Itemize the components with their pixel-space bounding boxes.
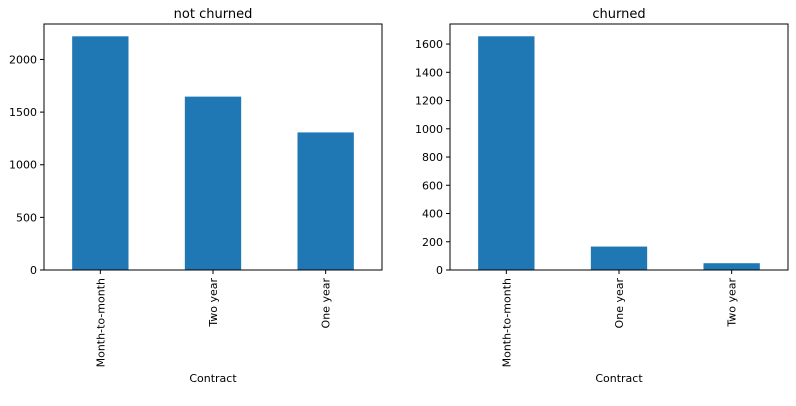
y-tick-label: 1000 [415, 123, 443, 136]
y-tick-label: 800 [422, 151, 443, 164]
x-axis-title: Contract [189, 372, 237, 385]
y-tick-label: 600 [422, 179, 443, 192]
y-tick-label: 1000 [9, 159, 37, 172]
y-tick-label: 1500 [9, 106, 37, 119]
y-tick-label: 200 [422, 236, 443, 249]
x-axis-title: Contract [595, 372, 643, 385]
x-tick-label: Two year [726, 278, 739, 328]
y-tick-label: 2000 [9, 53, 37, 66]
bar [297, 132, 354, 270]
bar [590, 246, 648, 270]
bar [478, 36, 535, 271]
chart-title: not churned [174, 7, 253, 22]
bar [703, 263, 760, 270]
x-tick-label: Month-to-month [94, 278, 107, 367]
chart-panel-churned: churned Contract 0 200 400 600 800 1000 1200 14… [415, 7, 789, 385]
y-tick-label: 1200 [415, 95, 443, 108]
chart-panel-not-churned: not churned Contract 0 500 1000 1500 2000 Mon… [9, 7, 383, 385]
y-tick-label: 0 [436, 264, 443, 277]
y-tick-label: 1400 [415, 66, 443, 79]
x-tick-label: One year [613, 278, 626, 329]
x-tick-label: Two year [207, 278, 220, 328]
y-tick-label: 1600 [415, 38, 443, 51]
y-tick-label: 0 [30, 264, 37, 277]
bar [72, 36, 129, 270]
x-tick-label: One year [320, 278, 333, 329]
y-tick-label: 400 [422, 208, 443, 221]
bar [184, 96, 242, 270]
y-tick-label: 500 [16, 211, 37, 224]
chart-title: churned [592, 7, 645, 22]
x-tick-label: Month-to-month [500, 278, 513, 367]
